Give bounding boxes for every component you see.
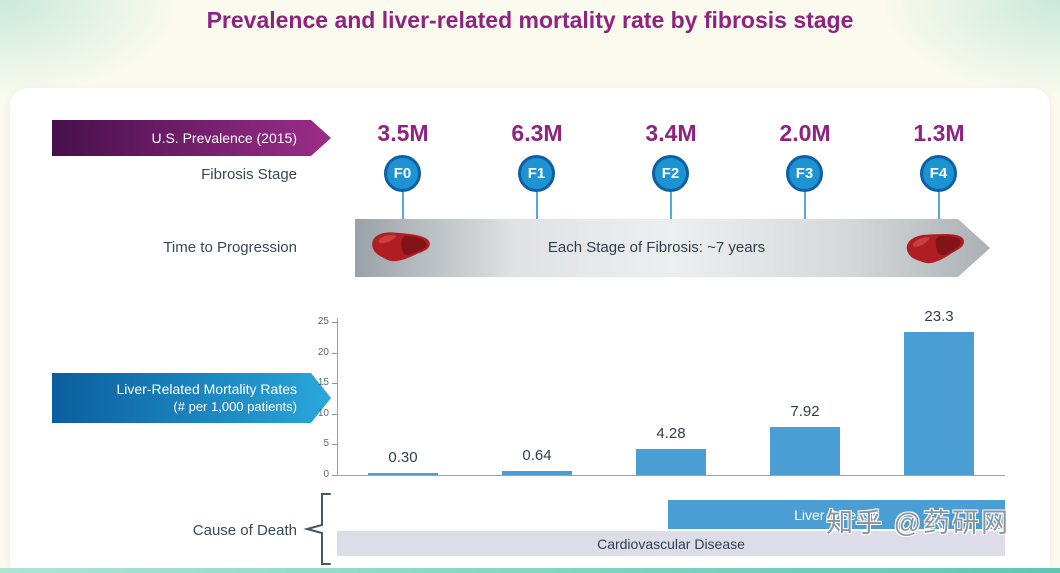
stage-connector-line [804, 192, 806, 219]
mortality-bar [502, 471, 572, 475]
y-axis-tick-label: 25 [317, 316, 329, 327]
stage-connector-line [402, 192, 404, 219]
mortality-bar [770, 426, 840, 475]
cause-of-death-bracket [303, 493, 331, 565]
mortality-value-label: 0.30 [388, 449, 418, 466]
prevalence-value: 2.0M [779, 120, 831, 146]
liver-icon [901, 222, 971, 276]
cause-of-death-label: Cause of Death [192, 522, 297, 539]
fibrosis-stage-badge: F4 [920, 155, 957, 192]
us-prevalence-banner: U.S. Prevalence (2015) [52, 120, 331, 156]
us-prevalence-banner-label: U.S. Prevalence (2015) [151, 130, 297, 146]
prevalence-value: 3.4M [645, 120, 697, 146]
cardiovascular-disease-bar-label: Cardiovascular Disease [597, 535, 745, 552]
y-axis-tick-label: 20 [317, 346, 329, 358]
mortality-value-label: 0.64 [522, 447, 552, 465]
stage-connector-line [670, 192, 672, 219]
y-axis-tick-label: 0 [323, 469, 329, 480]
watermark: 知乎 @药研网 [826, 508, 1010, 538]
y-axis-tick-label: 15 [317, 377, 329, 389]
stage-connector-line [938, 192, 940, 219]
y-axis-line [337, 318, 338, 476]
x-axis-line [337, 475, 1005, 476]
mortality-value-label: 23.3 [924, 308, 954, 326]
mortality-rates-banner: Liver-Related Mortality Rates (# per 1,0… [52, 373, 331, 423]
y-axis-tick-label: 10 [317, 407, 329, 419]
cardiovascular-disease-bar: Cardiovascular Disease [337, 531, 1005, 556]
stage-connector-line [536, 192, 538, 219]
y-axis-tick-mark [332, 475, 337, 476]
mortality-bar [904, 332, 974, 475]
y-axis-tick-mark [332, 352, 337, 354]
bottom-accent-strip [0, 568, 1060, 573]
liver-icon [369, 225, 433, 271]
fibrosis-stage-label: Fibrosis Stage [201, 166, 297, 183]
fibrosis-stage-badge: F0 [384, 155, 421, 192]
mortality-value-label: 7.92 [790, 402, 820, 420]
y-axis-tick-mark [332, 322, 337, 323]
fibrosis-stage-badge: F1 [518, 155, 555, 192]
y-axis-tick-mark [332, 383, 337, 385]
y-axis-tick-label: 5 [323, 438, 329, 450]
fibrosis-stage-badge: F3 [786, 155, 823, 192]
prevalence-value: 6.3M [511, 120, 563, 146]
progression-note: Each Stage of Fibrosis: ~7 years [547, 239, 766, 256]
page-title: Prevalence and liver-related mortality r… [206, 7, 854, 33]
y-axis-tick-mark [332, 444, 337, 446]
fibrosis-stage-badge: F2 [652, 155, 689, 192]
prevalence-value: 1.3M [913, 120, 965, 146]
time-to-progression-label: Time to Progression [163, 239, 297, 256]
liver-disease-bar-label: Liver Disease [794, 506, 879, 523]
prevalence-value: 3.5M [377, 120, 429, 146]
mortality-bar [368, 473, 438, 475]
mortality-bar [636, 448, 706, 475]
mortality-value-label: 4.28 [656, 424, 686, 442]
progression-arrow: Each Stage of Fibrosis: ~7 years [355, 219, 990, 277]
mortality-banner-line1: Liver-Related Mortality Rates [116, 381, 297, 398]
y-axis-tick-mark [332, 413, 337, 415]
liver-disease-bar: Liver Disease [668, 500, 1005, 529]
mortality-banner-line2: (# per 1,000 patients) [173, 398, 297, 414]
